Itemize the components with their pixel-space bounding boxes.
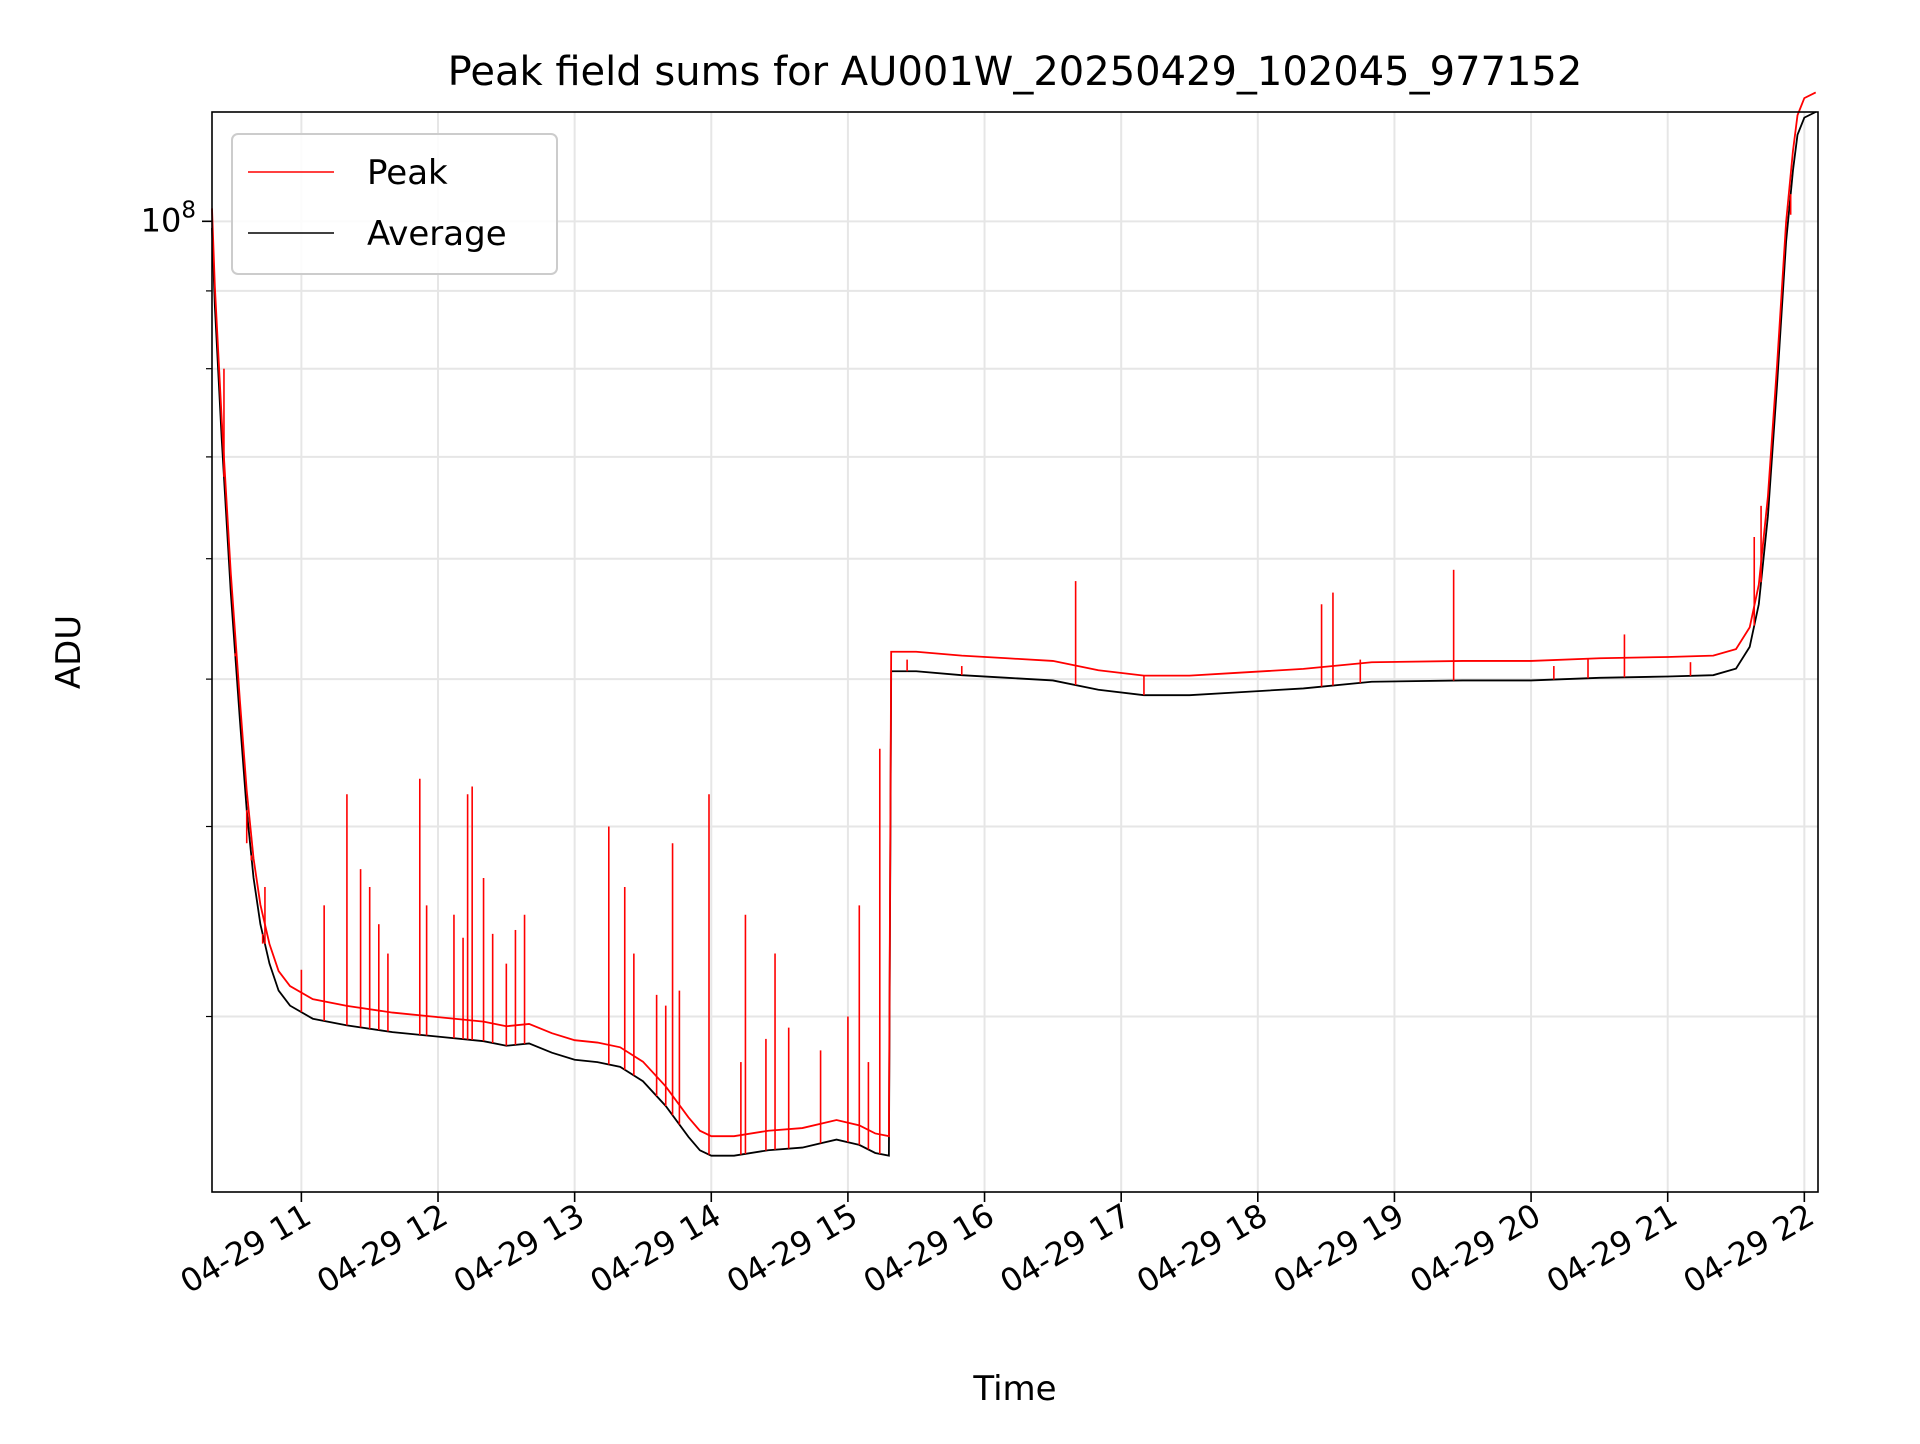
x-axis-label: Time (972, 1369, 1056, 1409)
grid (212, 112, 1818, 1192)
average-line (211, 111, 1817, 1157)
y-axis-ticks: 108 (141, 197, 212, 1018)
legend-box (231, 133, 558, 275)
y-axis-label: ADU (49, 615, 89, 689)
y-tick-label: 108 (141, 197, 196, 239)
legend-label-peak: Peak (367, 153, 448, 193)
peak-line (211, 91, 1817, 1138)
series-average (211, 111, 1817, 1157)
legend-label-average: Average (367, 214, 507, 254)
legend: Peak Average (231, 133, 558, 275)
chart-title: Peak field sums for AU001W_20250429_1020… (448, 49, 1583, 95)
series-peak (211, 91, 1817, 1155)
plot-frame (211, 111, 1819, 1193)
